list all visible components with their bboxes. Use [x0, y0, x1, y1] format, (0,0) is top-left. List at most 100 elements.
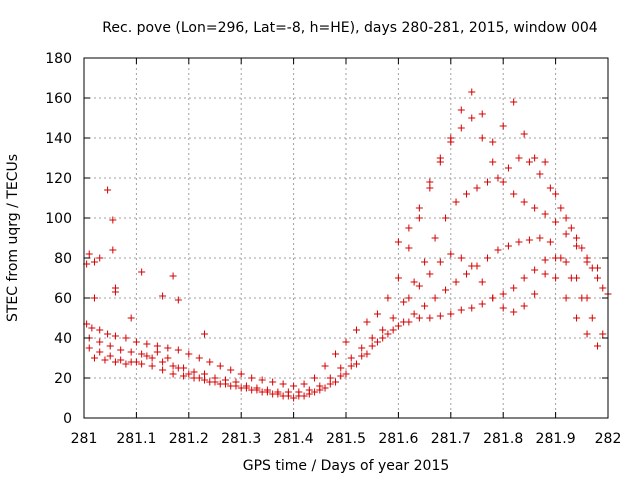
data-point [515, 238, 523, 246]
data-point [384, 330, 392, 338]
data-point [164, 344, 172, 352]
data-point [457, 254, 465, 262]
data-point [499, 304, 507, 312]
data-point [410, 310, 418, 318]
data-point [311, 388, 319, 396]
data-point [415, 214, 423, 222]
data-point [347, 354, 355, 362]
data-point [326, 380, 334, 388]
data-points [83, 88, 612, 402]
data-point [478, 134, 486, 142]
data-point [185, 350, 193, 358]
data-point [358, 344, 366, 352]
data-point [326, 374, 334, 382]
data-point [132, 338, 140, 346]
data-point [206, 358, 214, 366]
x-tick-label: 281.8 [483, 431, 523, 447]
y-tick-label: 180 [45, 51, 72, 67]
data-point [599, 284, 607, 292]
data-point [520, 302, 528, 310]
data-point [583, 330, 591, 338]
x-tick-label: 281.5 [326, 431, 366, 447]
y-tick-label: 140 [45, 131, 72, 147]
data-point [594, 264, 602, 272]
data-point [426, 270, 434, 278]
data-point [159, 358, 167, 366]
data-point [138, 360, 146, 368]
data-point [478, 300, 486, 308]
data-point [248, 374, 256, 382]
data-point [436, 258, 444, 266]
data-point [447, 250, 455, 258]
data-point [148, 354, 156, 362]
data-point [169, 370, 177, 378]
x-tick-label: 281.6 [378, 431, 418, 447]
data-point [510, 284, 518, 292]
data-point [90, 354, 98, 362]
data-point [583, 254, 591, 262]
data-point [316, 386, 324, 394]
data-point [143, 352, 151, 360]
data-point [405, 318, 413, 326]
data-point [541, 256, 549, 264]
data-point [101, 356, 109, 364]
y-tick-label: 120 [45, 171, 72, 187]
data-point [499, 122, 507, 130]
data-point [578, 244, 586, 252]
data-point [111, 358, 119, 366]
data-point [106, 352, 114, 360]
data-point [562, 214, 570, 222]
data-point [473, 184, 481, 192]
data-point [153, 348, 161, 356]
y-tick-label: 20 [54, 371, 72, 387]
data-point [463, 190, 471, 198]
data-point [227, 366, 235, 374]
data-point [237, 384, 245, 392]
data-point [442, 214, 450, 222]
data-point [368, 334, 376, 342]
data-point [332, 378, 340, 386]
data-point [525, 158, 533, 166]
grid [84, 58, 608, 418]
x-tick-label: 281.9 [536, 431, 576, 447]
data-point [174, 296, 182, 304]
data-point [557, 204, 565, 212]
data-point [352, 326, 360, 334]
data-point [305, 390, 313, 398]
y-axis: 0 20 40 60 80 100 120 140 160 180 [45, 51, 608, 427]
data-point [389, 326, 397, 334]
data-point [405, 224, 413, 232]
data-point [248, 386, 256, 394]
data-point [300, 392, 308, 400]
data-point [573, 234, 581, 242]
data-point [337, 364, 345, 372]
y-tick-label: 80 [54, 251, 72, 267]
data-point [489, 294, 497, 302]
data-point [368, 342, 376, 350]
data-point [573, 314, 581, 322]
data-point [531, 154, 539, 162]
x-tick-label: 281.1 [116, 431, 156, 447]
data-point [452, 198, 460, 206]
data-point [457, 124, 465, 132]
data-point [599, 330, 607, 338]
data-point [195, 354, 203, 362]
data-point [237, 370, 245, 378]
x-axis-label: GPS time / Days of year 2015 [243, 458, 450, 474]
data-point [206, 378, 214, 386]
data-point [290, 394, 298, 402]
data-point [442, 286, 450, 294]
data-point [394, 238, 402, 246]
data-point [321, 384, 329, 392]
data-point [201, 376, 209, 384]
data-point [85, 250, 93, 258]
data-point [279, 392, 287, 400]
data-point [117, 346, 125, 354]
data-point [426, 184, 434, 192]
data-point [290, 382, 298, 390]
data-point [384, 294, 392, 302]
data-point [363, 318, 371, 326]
data-point [452, 278, 460, 286]
data-point [127, 314, 135, 322]
